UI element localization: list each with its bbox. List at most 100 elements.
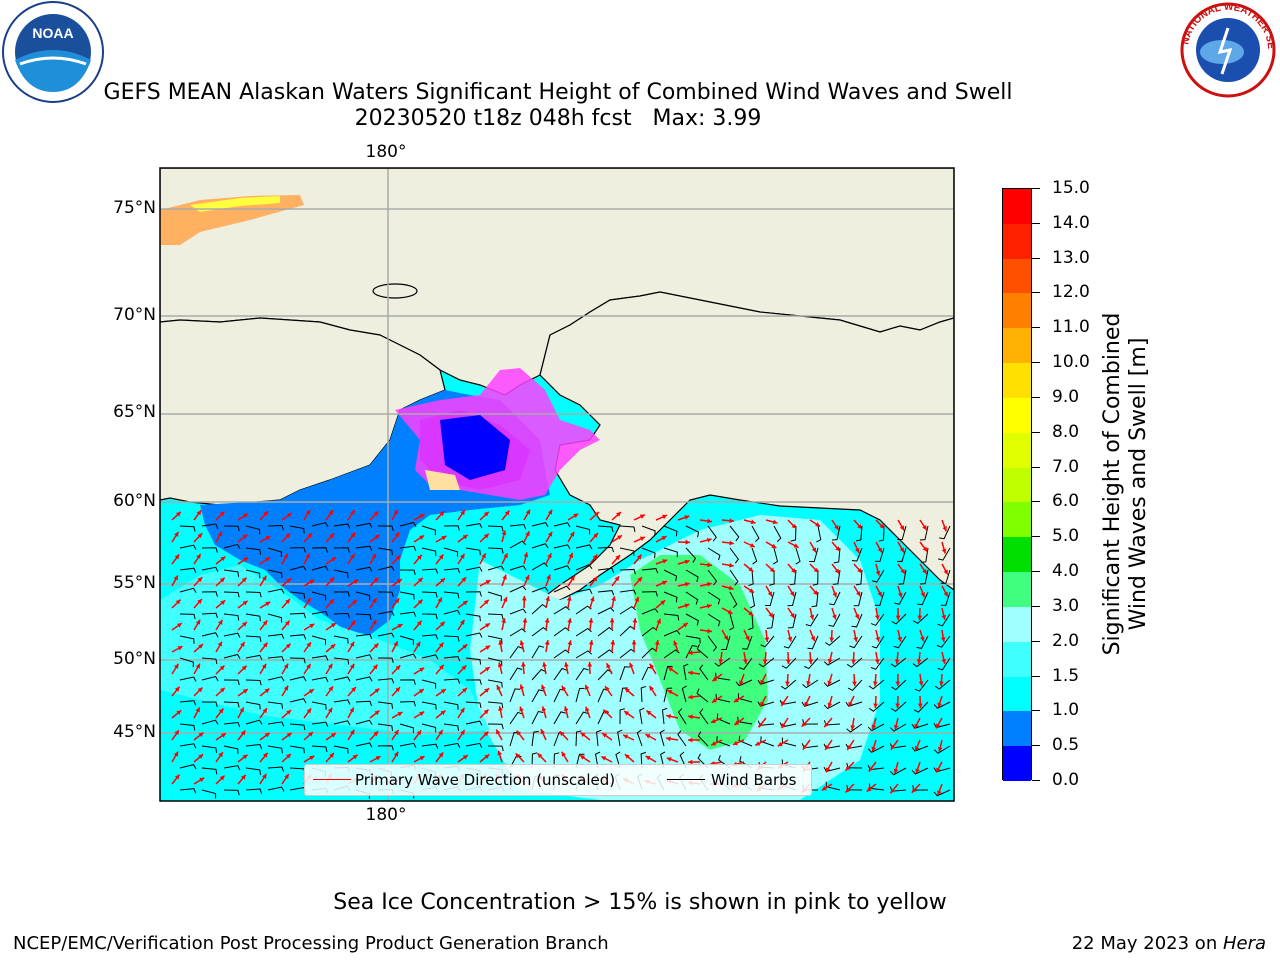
wave-direction-arrowhead [711, 698, 717, 703]
wave-direction-arrowhead [852, 681, 857, 686]
wave-direction-arrowhead [729, 518, 734, 524]
wind-barb [487, 679, 503, 688]
wind-barb [699, 708, 709, 725]
wind-barb [333, 569, 349, 578]
wind-barb [804, 657, 819, 670]
wind-barb [509, 585, 527, 593]
wind-barb [575, 627, 592, 637]
wind-barb [267, 569, 283, 578]
wind-barb [531, 668, 546, 681]
colorbar-tick [1032, 292, 1040, 294]
wind-barb [619, 605, 636, 615]
wave-direction-arrowhead [199, 777, 205, 783]
wind-barb [245, 569, 261, 579]
wind-barb [597, 567, 615, 574]
wind-barb [487, 547, 504, 554]
colorbar-tick-label: 1.0 [1052, 700, 1080, 721]
wave-direction-arrowhead [484, 623, 490, 628]
wave-direction-arrowhead [242, 600, 248, 606]
wind-barb [179, 788, 197, 794]
wind-barb [697, 731, 709, 747]
wave-direction-arrowhead [283, 663, 289, 669]
wave-direction-arrowhead [217, 531, 222, 537]
wind-barb [805, 613, 819, 627]
wave-direction-arrowhead [769, 567, 775, 573]
wind-barb [936, 635, 951, 648]
wave-direction-arrowhead [845, 765, 851, 771]
wind-barb [465, 591, 482, 597]
wind-barb [201, 657, 218, 665]
wind-barb [311, 547, 328, 553]
wave-direction-arrowhead [305, 509, 311, 515]
wind-barb [399, 653, 417, 659]
wind-barb [871, 569, 885, 583]
wave-direction-arrowhead [767, 591, 773, 597]
wind-barb [399, 591, 415, 600]
chart-subtitle: 20230520 t18z 048h fcst Max: 3.99 [354, 106, 762, 131]
wave-direction-arrowhead [284, 620, 290, 626]
wind-barb [575, 605, 592, 615]
wave-direction-arrowhead [460, 730, 465, 735]
wave-direction-arrowhead [900, 568, 905, 574]
wave-direction-arrowhead [306, 598, 311, 604]
wave-direction-arrowhead [525, 509, 531, 515]
wind-barb [641, 666, 654, 681]
wave-direction-arrowhead [917, 703, 923, 708]
wave-direction-arrowhead [632, 618, 638, 623]
colorbar-title: Significant Height of Combined Wind Wave… [1100, 204, 1160, 764]
wind-barb [377, 547, 393, 556]
wave-direction-arrowhead [890, 788, 896, 794]
wave-direction-arrowhead [503, 553, 508, 559]
wave-direction-arrowhead [729, 540, 734, 546]
wave-direction-arrowhead [241, 577, 247, 583]
wave-direction-arrowhead [306, 708, 312, 714]
colorbar-tick [1032, 745, 1040, 747]
wave-direction-arrowhead [261, 575, 267, 581]
wind-barb [619, 687, 628, 703]
wave-direction-arrowhead [498, 640, 504, 645]
wind-barb [870, 657, 885, 670]
wind-barb [443, 723, 460, 731]
wave-direction-arrowhead [547, 531, 553, 537]
wind-barb [487, 723, 504, 730]
wave-direction-arrowhead [372, 664, 378, 670]
wave-direction-arrowhead [941, 658, 947, 664]
wind-barb [893, 635, 907, 649]
colorbar-tick [1032, 327, 1040, 329]
wind-barb [355, 566, 373, 572]
wave-direction-arrowhead [790, 613, 795, 619]
wind-barb [355, 591, 371, 601]
wave-direction-arrowhead [393, 641, 398, 647]
wind-barb [179, 544, 197, 550]
wind-barb [399, 723, 414, 733]
wind-barb [891, 679, 907, 691]
wind-barb [443, 525, 460, 531]
wind-barb [355, 545, 373, 552]
wind-barb [596, 729, 602, 747]
colorbar-tick [1032, 571, 1040, 573]
wave-legend-line [313, 779, 351, 780]
wave-direction-arrowhead [785, 681, 790, 686]
wave-direction-arrowhead [850, 725, 856, 730]
wind-barb [846, 657, 863, 668]
wave-direction-arrowhead [868, 766, 874, 772]
wave-direction-arrowhead [937, 702, 942, 708]
wind-barb [913, 613, 929, 625]
wind-barb [201, 701, 218, 708]
wave-direction-arrowhead [890, 744, 896, 750]
wind-barb [889, 767, 907, 776]
wave-direction-arrowhead [197, 598, 202, 604]
wave-direction-arrowhead [350, 532, 356, 538]
wave-direction-arrowhead [483, 533, 489, 539]
wave-direction-arrowhead [845, 787, 851, 793]
lat-tick-70: 70°N [113, 305, 156, 325]
colorbar-segment [1003, 189, 1031, 225]
wind-barb [615, 751, 621, 769]
wave-direction-arrowhead [914, 746, 920, 752]
wave-direction-arrowhead [349, 729, 355, 735]
wind-barb [179, 657, 194, 668]
colorbar-tick-label: 7.0 [1052, 456, 1080, 477]
wind-barb [659, 729, 665, 747]
wave-direction-arrowhead [915, 768, 920, 774]
wind-barb [267, 656, 285, 662]
